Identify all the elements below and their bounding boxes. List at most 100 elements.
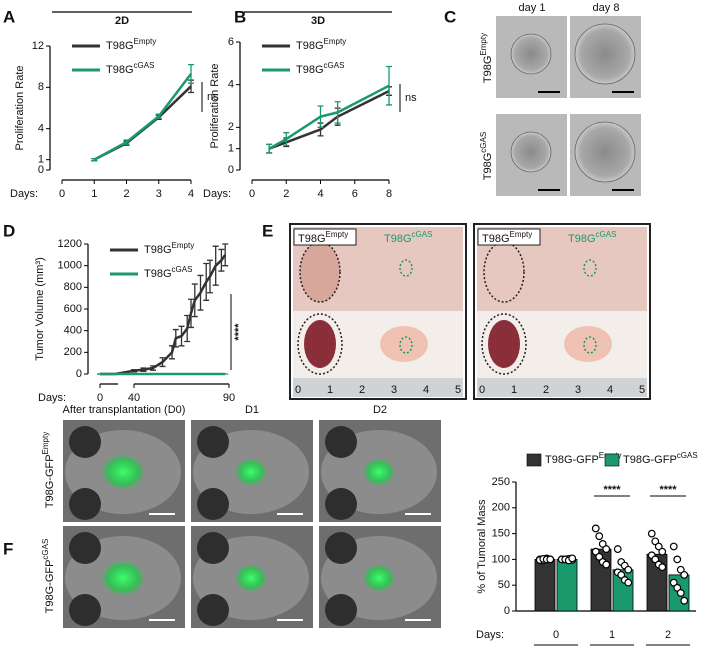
data-point — [613, 545, 622, 553]
panel-letter: F — [3, 539, 13, 558]
ruler-number: 1 — [511, 384, 517, 396]
tumor-outline — [483, 241, 525, 303]
x-tick-label: 0 — [97, 392, 103, 404]
ruler-number: 4 — [423, 384, 429, 396]
legend-label: T98G-GFPcGAS — [623, 451, 698, 466]
fish-eye — [325, 488, 357, 520]
error-bar — [188, 298, 194, 329]
gfp-signal — [235, 564, 267, 592]
x-tick-label: 0 — [249, 188, 255, 200]
spheroid — [574, 121, 636, 183]
spheroid — [574, 23, 636, 85]
series-line — [100, 254, 227, 376]
column-label: D1 — [245, 404, 259, 416]
photo-label-sup: cGAS — [412, 230, 433, 239]
annotation: **** — [659, 484, 677, 496]
x-axis-label: Days: — [476, 629, 504, 641]
error-bar — [266, 143, 273, 154]
ruler-number: 4 — [607, 384, 613, 396]
data-point — [568, 554, 577, 563]
excised-tumor — [304, 320, 336, 368]
error-bar — [386, 65, 392, 106]
photo-label: T98GEmpty — [482, 230, 532, 245]
legend-label-base: T98G-GFP — [545, 454, 599, 466]
legend-label: T98GEmpty — [144, 241, 194, 256]
row-label: T98G-GFPcGAS — [41, 539, 56, 614]
y-tick-label: 1 — [38, 154, 44, 166]
data-point — [676, 589, 685, 597]
column-label: day 8 — [593, 2, 620, 14]
error-bar — [123, 139, 130, 145]
bar — [556, 559, 578, 612]
error-bar — [222, 243, 229, 267]
y-tick-label: 0 — [228, 164, 234, 176]
legend-label-sup: cGAS — [172, 265, 193, 274]
row-label-sup: cGAS — [41, 539, 50, 560]
y-tick-label: 200 — [492, 502, 510, 514]
legend-swatch — [526, 453, 542, 467]
legend-label-sup: Empty — [324, 37, 347, 46]
photo-label-sup: Empty — [326, 230, 349, 239]
series-line — [93, 85, 192, 161]
spheroid — [510, 33, 552, 75]
panel-letter: D — [3, 221, 15, 240]
chart-title: 2D — [115, 15, 129, 27]
y-tick-label: 12 — [32, 40, 44, 52]
error-bar — [140, 367, 147, 372]
error-bar — [184, 314, 191, 343]
panel-letter: A — [3, 7, 15, 26]
y-tick-label: 250 — [492, 476, 510, 488]
data-point — [651, 555, 660, 564]
fish-eye — [197, 532, 229, 564]
y-tick-label: 0 — [76, 368, 82, 380]
photo-label: T98GcGAS — [384, 230, 432, 245]
error-bar — [178, 325, 185, 347]
ruler-number: 3 — [575, 384, 581, 396]
photo-label: T98GcGAS — [568, 230, 616, 245]
row-label-sup: cGAS — [479, 132, 488, 153]
y-tick-label: 800 — [64, 281, 82, 293]
x-tick-label: 1 — [91, 188, 97, 200]
chart-title: 3D — [311, 15, 325, 27]
error-bar — [155, 113, 162, 119]
tumor-outline — [299, 241, 341, 303]
data-point — [680, 570, 689, 579]
x-axis-label: Days: — [10, 188, 38, 200]
row-label-sup: Empty — [479, 33, 488, 56]
y-tick-label: 0 — [38, 164, 44, 176]
y-tick-label: 8 — [38, 81, 44, 93]
column-label: day 1 — [519, 2, 546, 14]
error-bar — [91, 157, 98, 162]
data-point — [680, 596, 689, 605]
row-label-base: T98G — [482, 153, 494, 181]
legend-label-sup: Empty — [134, 37, 157, 46]
error-bar — [283, 132, 290, 147]
photo-label-base: T98G — [568, 233, 596, 245]
annotation: ns — [207, 91, 219, 103]
data-point — [624, 565, 633, 574]
ruler — [293, 378, 463, 397]
fish-eye — [69, 488, 101, 520]
y-tick-label: 1200 — [58, 238, 82, 250]
data-point — [546, 555, 555, 564]
data-point — [676, 565, 685, 574]
x-tick-label: 4 — [317, 188, 323, 200]
annotation: **** — [233, 323, 245, 341]
x-tick-label: 1 — [609, 629, 615, 641]
series-line — [268, 84, 390, 150]
column-label: After transplantation (D0) — [63, 404, 186, 416]
x-tick-label: 6 — [352, 188, 358, 200]
photo-label-base: T98G — [482, 233, 510, 245]
legend-label: T98GcGAS — [144, 265, 192, 280]
row-label-sup: Empty — [41, 432, 50, 455]
fish-eye — [69, 532, 101, 564]
excised-tissue — [564, 326, 612, 362]
gfp-signal — [363, 564, 395, 592]
x-axis-label: Days: — [38, 392, 66, 404]
x-tick-label: 4 — [188, 188, 194, 200]
data-point — [654, 542, 663, 551]
legend-label-base: T98G-GFP — [623, 454, 677, 466]
x-tick-label: 2 — [123, 188, 129, 200]
data-point — [647, 529, 656, 538]
photo-label-base: T98G — [298, 233, 326, 245]
